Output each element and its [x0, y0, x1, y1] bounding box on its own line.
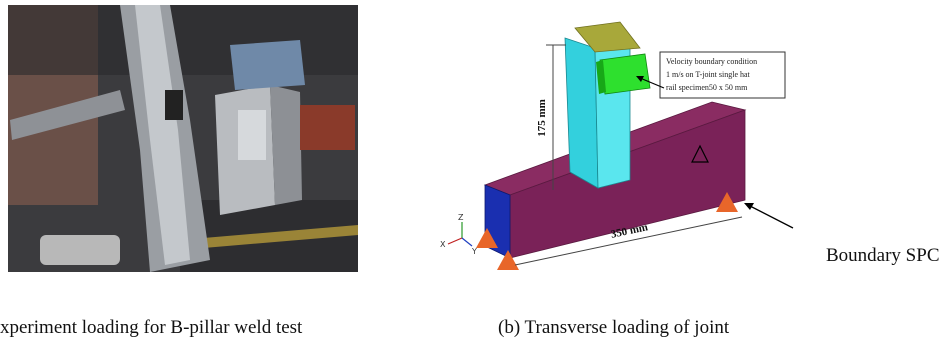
figure: xperiment loading for B-pillar weld test…: [0, 0, 942, 343]
axis-label: Y: [471, 247, 477, 256]
annotation-line: 1 m/s on T-joint single hat: [666, 70, 751, 79]
height-dimension: 175 mm: [536, 99, 548, 137]
panel-b-caption: (b) Transverse loading of joint: [498, 317, 730, 338]
axis-label: X: [440, 240, 446, 249]
axis-label: Z: [458, 213, 464, 222]
annotation-line: rail specimen50 x 50 mm: [666, 83, 748, 92]
panel-a-caption: xperiment loading for B-pillar weld test: [0, 317, 303, 338]
callout-label: Boundary SPC: [826, 245, 940, 266]
experiment-photo: [8, 5, 358, 272]
annotation-line: Velocity boundary condition: [666, 57, 757, 66]
